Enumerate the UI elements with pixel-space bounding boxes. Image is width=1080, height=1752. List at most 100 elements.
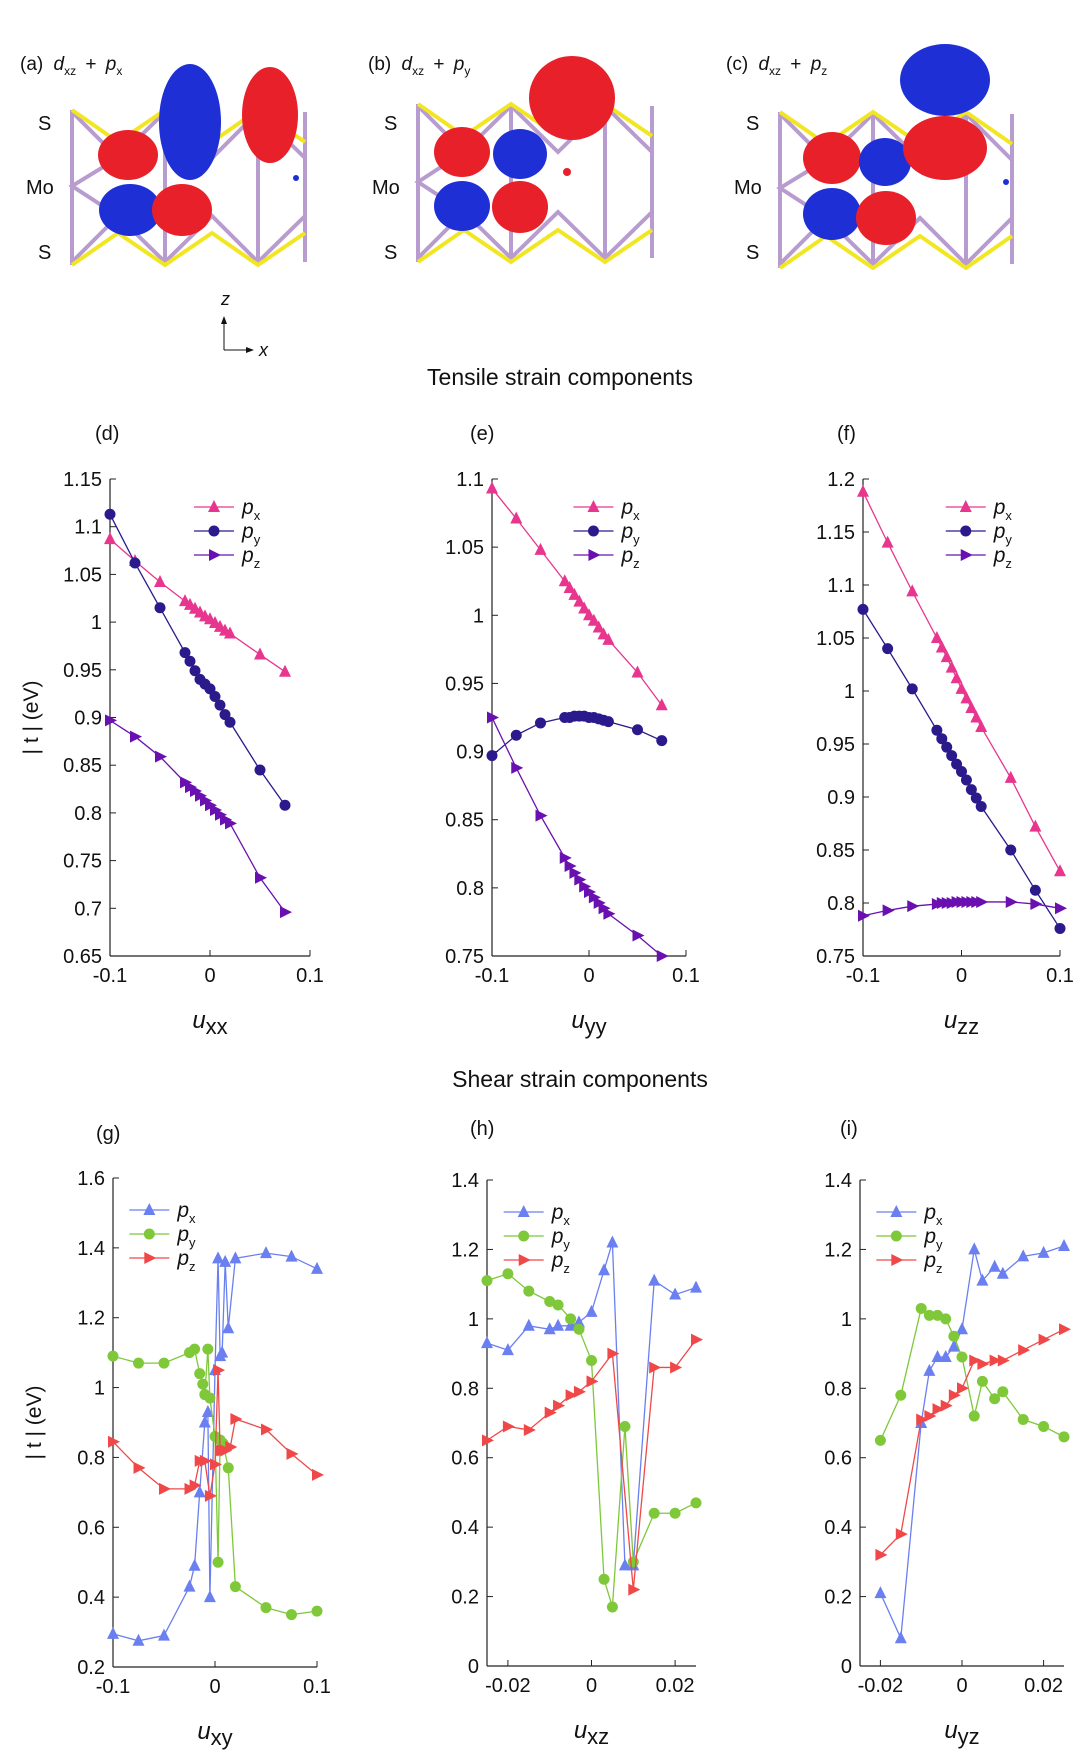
data-point <box>977 1357 990 1370</box>
series-px <box>874 1238 1070 1644</box>
y-tick-label: 0.8 <box>451 1378 479 1400</box>
data-point <box>970 710 983 723</box>
x-tick-label: -0.02 <box>485 1675 531 1697</box>
data-point <box>627 1556 639 1568</box>
data-point <box>158 1628 170 1641</box>
data-point <box>210 1458 222 1471</box>
data-point <box>481 1275 493 1287</box>
x-tick-label: 0 <box>956 1675 967 1697</box>
data-point <box>881 535 894 548</box>
data-point <box>501 1343 514 1356</box>
data-point <box>225 1440 238 1453</box>
data-point <box>132 1633 145 1646</box>
data-point <box>573 594 586 607</box>
data-point <box>1017 1249 1030 1262</box>
legend-entry: pz <box>993 544 1012 571</box>
shear-section-title: Shear strain components <box>452 1066 708 1092</box>
y-tick-label: 1.2 <box>827 469 855 491</box>
atom-label-s-top: S <box>38 113 51 135</box>
x-tick-label: 0 <box>956 965 967 987</box>
series-line <box>486 1242 697 1566</box>
data-point <box>569 866 582 879</box>
y-tick-label: 0.2 <box>451 1587 479 1609</box>
data-point <box>931 1350 944 1363</box>
data-point <box>199 1454 212 1467</box>
data-point <box>534 542 547 555</box>
data-point <box>523 1423 536 1436</box>
y-tick-label: 0.8 <box>824 1378 852 1400</box>
data-point <box>189 1479 202 1492</box>
data-point <box>573 1323 585 1335</box>
data-point <box>988 1259 1001 1272</box>
plot-area <box>481 1235 703 1613</box>
data-point <box>219 1254 232 1267</box>
data-point <box>1059 1323 1071 1336</box>
data-point <box>923 1309 935 1321</box>
data-point <box>976 1273 989 1286</box>
data-point <box>104 532 116 545</box>
tensile-section-title: Tensile strain components <box>427 364 693 390</box>
data-point <box>130 730 142 743</box>
data-point <box>1038 1420 1050 1432</box>
series-py <box>874 1302 1070 1446</box>
data-point <box>1030 898 1043 911</box>
data-point <box>956 766 967 778</box>
data-point <box>906 683 918 695</box>
series-px <box>857 484 1066 877</box>
panel-label: (a) <box>20 54 43 75</box>
data-point <box>107 1350 119 1362</box>
y-tick-label: 1.05 <box>63 564 102 586</box>
data-point <box>619 1420 631 1432</box>
data-point <box>1058 1238 1070 1251</box>
data-point <box>558 574 571 587</box>
plot-area <box>104 508 292 919</box>
data-point <box>649 1361 662 1374</box>
data-point <box>502 1420 515 1433</box>
data-point <box>948 1389 961 1402</box>
data-point <box>602 632 615 645</box>
data-point <box>996 1266 1009 1279</box>
data-point <box>564 860 577 873</box>
data-point <box>598 902 611 915</box>
axis-indicator-x: x <box>258 340 269 360</box>
plot-area <box>107 1246 324 1646</box>
data-point <box>1018 1344 1031 1357</box>
data-point <box>890 1230 902 1242</box>
data-point <box>212 1556 224 1568</box>
data-point <box>143 1228 155 1240</box>
data-point <box>197 1378 209 1390</box>
y-tick-label: 1.1 <box>456 469 484 491</box>
data-point <box>224 626 236 639</box>
data-point <box>208 525 220 537</box>
data-point <box>583 608 595 621</box>
data-point <box>587 500 600 512</box>
y-tick-label: 1 <box>841 1309 852 1331</box>
series-px <box>104 532 291 677</box>
data-point <box>890 1205 903 1217</box>
x-axis-label: uxx <box>192 1007 227 1039</box>
data-point <box>632 929 645 942</box>
data-point <box>945 660 958 673</box>
data-point <box>311 1605 323 1617</box>
legend-entry: pz <box>176 1247 195 1274</box>
data-point <box>510 511 523 524</box>
panel-label: (f) <box>837 423 856 445</box>
data-point <box>544 1406 557 1419</box>
data-point <box>230 1413 243 1426</box>
atom-label-mo: Mo <box>26 177 54 199</box>
data-point <box>553 1399 566 1412</box>
data-point <box>628 1583 641 1596</box>
y-tick-label: 0.7 <box>74 898 102 920</box>
data-point <box>975 801 987 813</box>
svg-text:(b) dxz + py: (b) dxz + py <box>368 54 470 80</box>
data-point <box>598 1573 610 1585</box>
data-point <box>597 627 610 640</box>
data-point <box>559 851 572 864</box>
data-point <box>948 1330 960 1342</box>
data-point <box>968 1410 980 1422</box>
y-axis-label: | t | (eV) <box>20 681 43 755</box>
data-point <box>997 1386 1009 1398</box>
data-point <box>669 1507 681 1519</box>
data-point <box>916 1413 929 1426</box>
